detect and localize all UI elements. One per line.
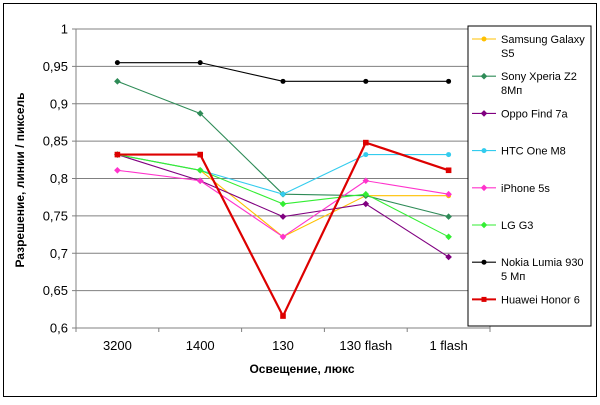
legend-label: iPhone 5s (501, 183, 550, 195)
legend-item: Sony Xperia Z2 8Мп (472, 71, 577, 97)
x-axis: 3200 1400 130 130 flash 1 flash (75, 328, 491, 353)
legend-swatch-marker (481, 296, 487, 302)
gridlines (76, 28, 490, 329)
legend-item: Nokia Lumia 930 5 Мп (472, 257, 584, 283)
data-point (114, 151, 121, 158)
x-tick-label: 130 (272, 338, 294, 353)
y-tick-label: 0,75 (43, 208, 68, 223)
series-layer (114, 60, 452, 319)
legend-label: Huawei Honor 6 (501, 294, 580, 306)
series-iphone-5s (114, 166, 452, 241)
x-tick-label: 130 flash (339, 338, 392, 353)
y-tick-label: 1 (61, 22, 68, 37)
data-point (196, 177, 204, 185)
y-tick-label: 0,95 (43, 59, 68, 74)
data-point (362, 190, 370, 198)
data-point (197, 60, 203, 66)
data-point (445, 253, 452, 261)
data-point (280, 78, 286, 84)
y-tick-label: 0,65 (43, 283, 68, 298)
x-tick-label: 1400 (186, 338, 215, 353)
x-axis-label: Освещение, люкс (249, 362, 354, 376)
legend-label: HTC One M8 (501, 146, 566, 158)
legend-swatch-marker (481, 36, 487, 42)
data-point (446, 78, 452, 84)
legend-label: Samsung Galaxy (501, 34, 585, 46)
data-point (445, 190, 452, 198)
legend-swatch-marker (480, 110, 488, 117)
y-axis-label: Разрешение, линии / пиксель (13, 92, 27, 267)
legend-item: Oppo Find 7a (472, 108, 569, 120)
y-tick-label: 0,6 (50, 321, 68, 336)
data-point (114, 60, 120, 66)
legend-label: S5 (501, 48, 514, 60)
y-tick-label: 0,8 (50, 171, 68, 186)
data-point (446, 152, 452, 158)
data-point (445, 213, 452, 220)
legend-label: 5 Мп (501, 271, 525, 283)
data-point (279, 213, 287, 220)
legend-item: HTC One M8 (472, 146, 566, 158)
data-point (279, 200, 287, 208)
x-tick-label: 1 flash (429, 338, 467, 353)
legend-item: Samsung Galaxy S5 (472, 34, 585, 60)
data-point (363, 139, 369, 146)
legend-label: Oppo Find 7a (501, 108, 569, 120)
y-tick-label: 0,85 (43, 134, 68, 149)
legend-item: LG G3 (472, 220, 533, 232)
data-point (363, 78, 369, 84)
data-point (279, 233, 287, 241)
data-point (362, 177, 370, 185)
x-tick-label: 3200 (103, 338, 132, 353)
series-nokia-lumia-930-5- (114, 60, 452, 84)
legend-label: Sony Xperia Z2 (501, 71, 577, 83)
data-point (196, 110, 204, 117)
legend-swatch-marker (481, 259, 487, 265)
data-point (362, 200, 370, 208)
legend-item: Huawei Honor 6 (472, 294, 580, 306)
legend-swatch-marker (480, 72, 488, 80)
legend-label: Nokia Lumia 930 (501, 257, 584, 269)
data-point (280, 191, 286, 197)
legend-label: LG G3 (501, 220, 533, 232)
legend-label: 8Мп (501, 85, 522, 97)
legend-swatch-marker (480, 184, 488, 192)
data-point (280, 313, 286, 319)
legend: Samsung Galaxy S5 Sony Xperia Z2 8Мп Oppo Fi… (472, 34, 585, 306)
series-huawei-honor-6 (114, 139, 452, 319)
y-tick-label: 0,9 (50, 96, 68, 111)
legend-item: iPhone 5s (472, 183, 550, 195)
data-point (196, 166, 204, 174)
legend-swatch-marker (481, 148, 487, 154)
y-tick-label: 0,7 (50, 246, 68, 261)
data-point (197, 151, 203, 158)
data-point (114, 166, 121, 174)
data-point (445, 167, 452, 174)
data-point (445, 233, 452, 241)
series-lg-g3 (114, 151, 452, 241)
y-axis: 0,6 0,65 0,7 0,75 0,8 0,85 0,9 0,95 1 (43, 22, 76, 336)
legend-swatch-marker (480, 221, 488, 229)
data-point (114, 78, 121, 85)
data-point (363, 152, 369, 158)
